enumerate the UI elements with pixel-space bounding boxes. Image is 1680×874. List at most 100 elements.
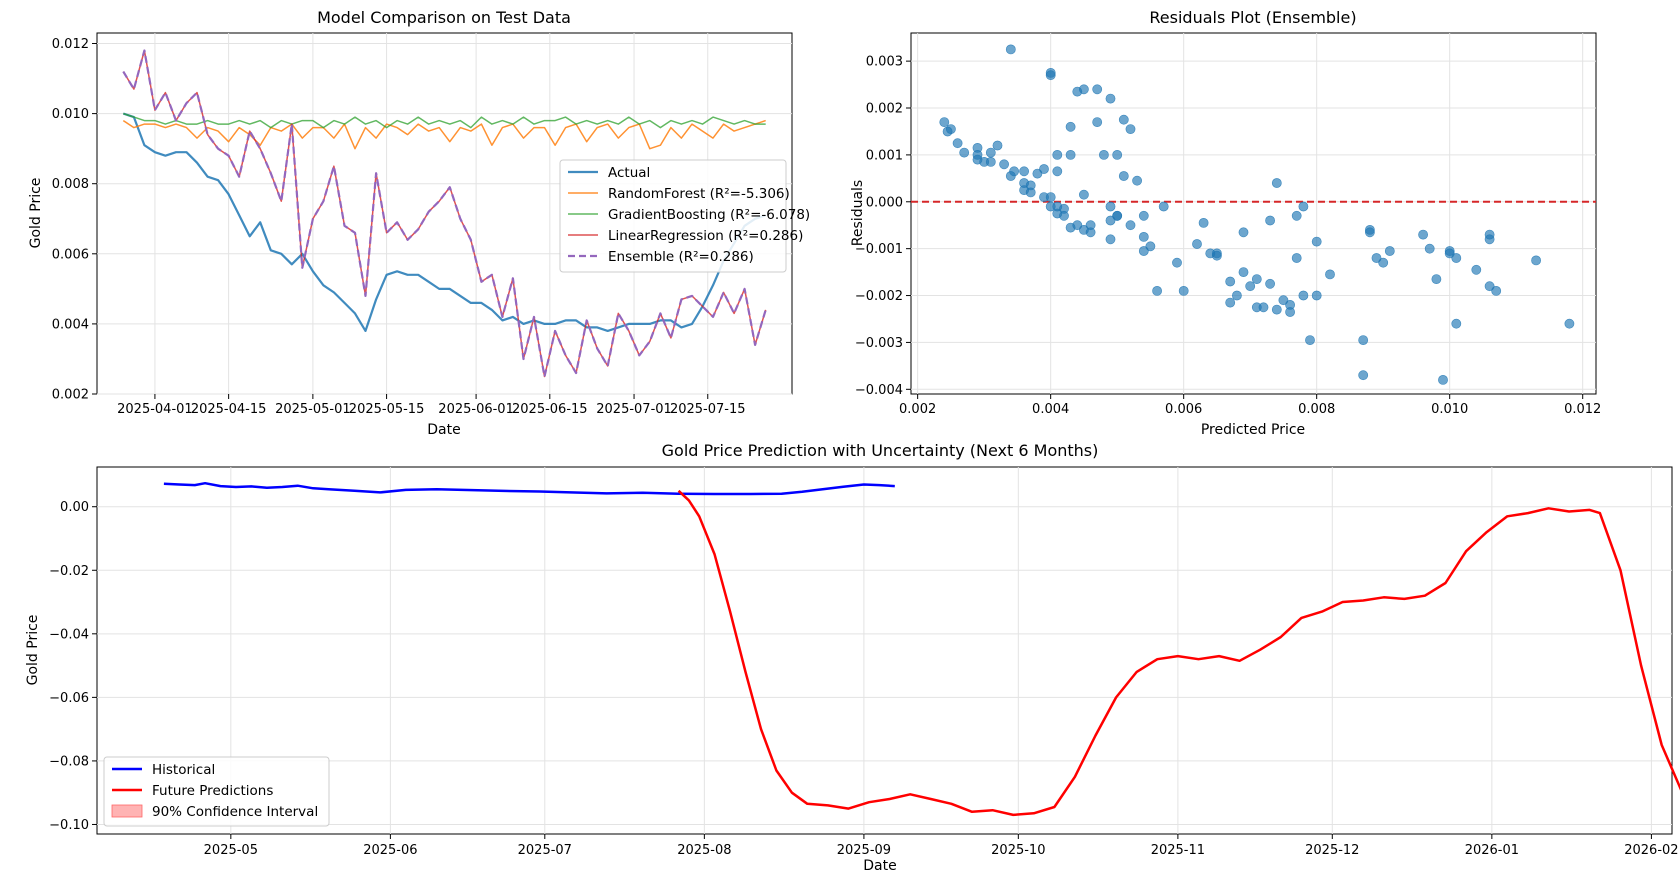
residual-point	[1099, 149, 1109, 160]
residual-point	[1238, 227, 1249, 238]
x-tick-label: 2026-01	[1465, 843, 1519, 858]
residual-point	[1192, 239, 1202, 249]
x-tick-label: 2025-07	[518, 843, 572, 858]
residual-point	[985, 147, 996, 158]
residual-point	[1065, 121, 1076, 132]
chart-title: Model Comparison on Test Data	[317, 8, 571, 27]
residual-point	[992, 140, 1003, 151]
x-tick-label: 0.008	[1298, 402, 1335, 417]
residual-point	[1471, 264, 1482, 275]
residual-point	[1271, 304, 1282, 315]
residual-point	[1451, 318, 1462, 329]
y-axis-label: Gold Price	[28, 178, 44, 249]
gold-prediction-chart: Gold Price Prediction with Uncertainty (…	[25, 441, 1680, 874]
legend-label: Actual	[608, 165, 650, 181]
residual-point	[1311, 236, 1322, 247]
x-tick-label: 0.010	[1431, 402, 1468, 417]
chart-title: Gold Price Prediction with Uncertainty (…	[662, 441, 1099, 460]
legend-label: Future Predictions	[152, 783, 273, 799]
residual-point	[1431, 274, 1442, 284]
residual-point	[1384, 246, 1395, 256]
residual-point	[1258, 302, 1269, 313]
legend-label: Ensemble (R²=0.286)	[608, 249, 754, 265]
residual-point	[1118, 114, 1129, 125]
residual-point	[1271, 178, 1282, 188]
residual-point	[1125, 124, 1136, 135]
legend-label: LinearRegression (R²=0.286)	[608, 228, 803, 244]
x-tick-label: 2025-06	[363, 843, 417, 858]
residual-point	[1072, 220, 1083, 231]
x-tick-label: 2025-05	[204, 843, 258, 858]
y-tick-label: 0.003	[866, 55, 903, 70]
residuals-chart: Residuals Plot (Ensemble) 0.002 0.004 0.00…	[850, 8, 1601, 438]
series-line	[677, 489, 1680, 817]
x-axis-label: Predicted Price	[1201, 422, 1305, 438]
residual-point	[1118, 171, 1129, 181]
residual-point	[1005, 44, 1016, 55]
residual-point	[1105, 201, 1116, 212]
residual-point	[1265, 278, 1275, 289]
residual-point	[1138, 210, 1149, 221]
residual-point	[1291, 253, 1302, 263]
residual-point	[1039, 164, 1049, 174]
residual-point	[1059, 210, 1069, 221]
x-tick-label: 2025-12	[1305, 843, 1359, 858]
x-tick-label: 2025-06-01	[438, 402, 514, 417]
residual-point	[1371, 253, 1382, 263]
residual-point	[1378, 257, 1389, 268]
residual-point	[1291, 210, 1302, 221]
residual-point	[1065, 149, 1076, 160]
x-tick-label: 2025-07-01	[596, 402, 672, 417]
model-comparison-chart: Model Comparison on Test Data 2025-04-01…	[28, 8, 810, 438]
residual-point	[1145, 241, 1156, 252]
residual-point	[1265, 215, 1275, 226]
residual-point	[1112, 210, 1123, 221]
x-tick-label: 2026-02	[1624, 843, 1678, 858]
residual-point	[1285, 307, 1295, 317]
series-line	[163, 481, 895, 496]
y-tick-label: −0.004	[855, 383, 903, 398]
residual-point	[1138, 231, 1149, 242]
legend-label: 90% Confidence Interval	[152, 804, 318, 820]
residual-point	[1052, 166, 1063, 177]
residual-point	[1251, 274, 1262, 284]
residual-point	[1484, 234, 1495, 245]
plot-frame	[96, 466, 1673, 835]
series-line	[122, 49, 767, 378]
residual-point	[1079, 189, 1089, 200]
residual-point	[1019, 166, 1029, 177]
residual-point	[1225, 276, 1236, 287]
residual-point	[1079, 84, 1089, 95]
y-tick-label: 0.010	[52, 107, 89, 122]
residual-point	[1438, 374, 1448, 385]
x-tick-label: 2025-06-15	[512, 402, 588, 417]
residual-point	[1105, 93, 1116, 104]
residual-point	[946, 124, 956, 135]
x-axis-label: Date	[427, 422, 460, 438]
y-tick-label: 0.006	[52, 247, 89, 262]
residual-point	[1311, 290, 1322, 301]
x-tick-label: 2025-09	[837, 843, 891, 858]
x-tick-label: 2025-05-01	[275, 402, 351, 417]
residual-point	[1298, 201, 1309, 212]
y-tick-label: −0.06	[49, 691, 89, 706]
legend-label: RandomForest (R²=-5.306)	[608, 186, 790, 202]
legend-label: GradientBoosting (R²=-6.078)	[608, 207, 810, 223]
residual-point	[1085, 220, 1096, 231]
x-tick-label: 2025-04-15	[191, 402, 267, 417]
y-axis-label: Gold Price	[25, 615, 41, 686]
residual-point	[999, 159, 1009, 170]
x-tick-label: 0.004	[1032, 402, 1069, 417]
x-tick-label: 0.012	[1564, 402, 1601, 417]
y-tick-label: −0.002	[855, 289, 903, 304]
residual-point	[1418, 229, 1428, 240]
residual-point	[1092, 117, 1103, 127]
residual-point	[1178, 285, 1189, 296]
y-tick-label: −0.04	[49, 627, 89, 642]
residual-point	[1491, 285, 1502, 296]
residual-point	[1212, 250, 1222, 261]
residual-point	[1105, 234, 1116, 245]
residual-point	[1132, 175, 1142, 186]
residual-point	[1298, 290, 1309, 301]
residual-point	[1278, 295, 1289, 306]
